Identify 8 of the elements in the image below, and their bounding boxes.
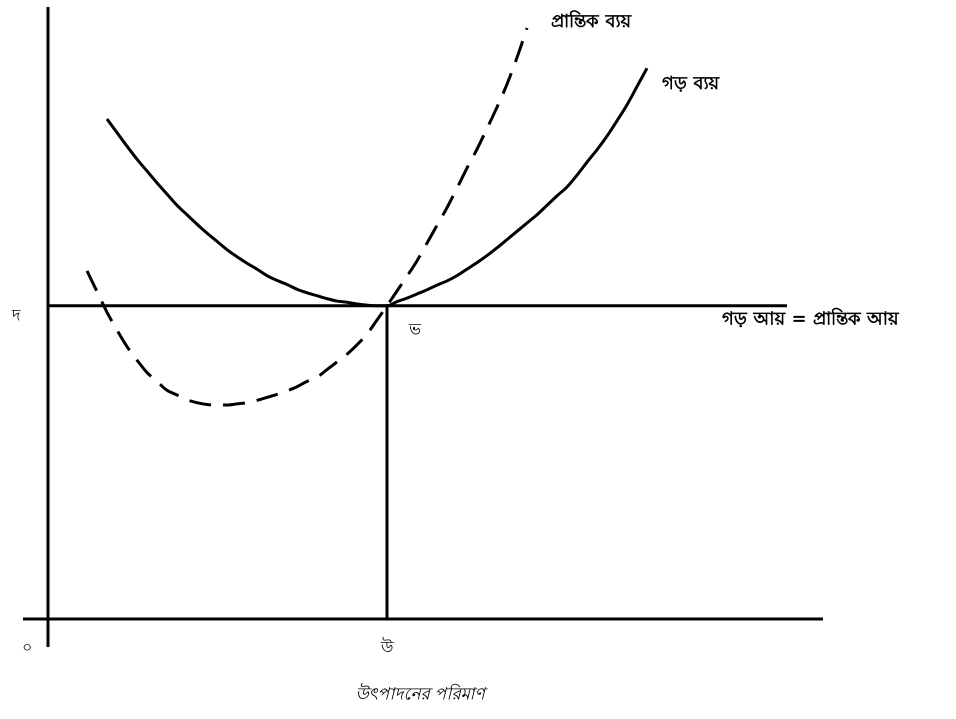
text: দ <box>11 305 21 324</box>
annotation: ভ <box>408 319 422 338</box>
series-label: গড় ব্যয় <box>662 73 720 94</box>
x-tick-label: উ <box>380 637 394 656</box>
x-axis-title: উৎপাদনের পরিমাণ <box>355 682 489 705</box>
series-label: গড় আয় = প্রান্তিক আয় <box>722 308 900 330</box>
x-tick-label: ০ <box>22 637 32 656</box>
series-label: প্রান্তিক ব্যয় <box>551 10 632 32</box>
